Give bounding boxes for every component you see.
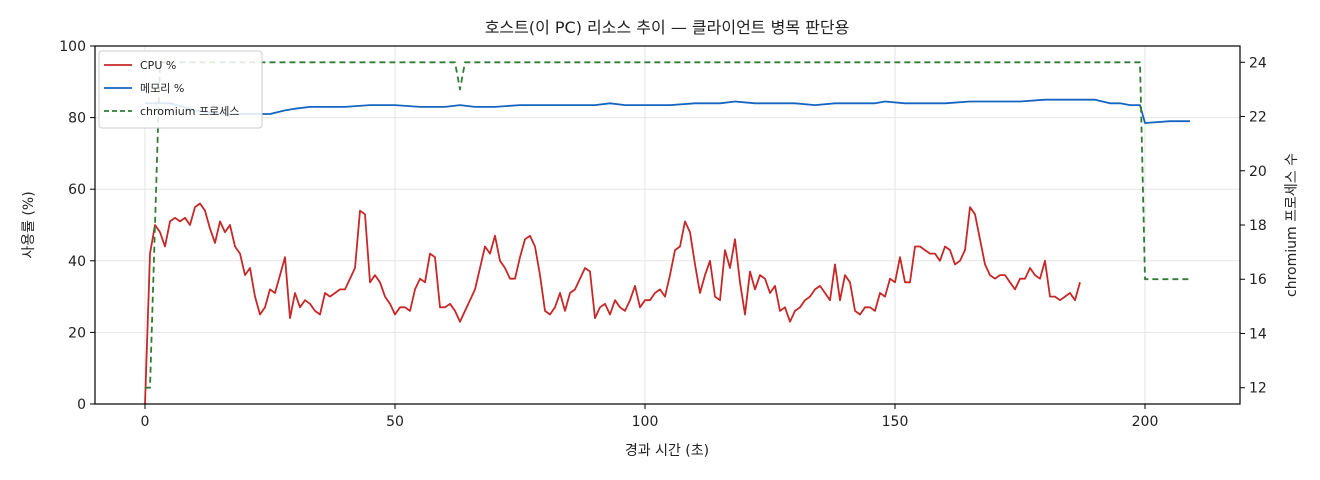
series-layer	[144, 61, 1190, 405]
y-tick-label: 0	[77, 397, 86, 413]
legend-label: 메모리 %	[140, 82, 184, 95]
y-tick-label: 40	[68, 254, 86, 270]
y2-tick-label: 20	[1249, 164, 1267, 180]
x-tick-label: 0	[141, 414, 150, 430]
y2-tick-label: 12	[1249, 381, 1267, 397]
x-tick-label: 50	[386, 414, 404, 430]
chart-title: 호스트(이 PC) 리소스 추이 — 클라이언트 병목 판단용	[485, 18, 850, 37]
x-axis: 0 50 100 150 200	[141, 404, 1159, 430]
y-axis-label: 사용률 (%)	[21, 191, 37, 258]
x-tick-label: 100	[632, 414, 659, 430]
y-tick-label: 20	[68, 325, 86, 341]
y-tick-label: 80	[68, 111, 86, 127]
y-axis-right: 12 14 16 18 20 22 24	[1240, 55, 1267, 397]
legend: CPU % 메모리 % chromium 프로세스	[98, 50, 263, 129]
y2-tick-label: 22	[1249, 110, 1267, 126]
y-tick-label: 100	[59, 39, 86, 55]
series-0-line	[144, 202, 1081, 405]
y-axis-left: 0 20 40 60 80 100	[59, 39, 95, 413]
y-tick-label: 60	[68, 182, 86, 198]
x-tick-label: 200	[1132, 414, 1159, 430]
y2-tick-label: 18	[1249, 218, 1267, 234]
y2-tick-label: 16	[1249, 272, 1267, 288]
x-axis-label: 경과 시간 (초)	[625, 443, 709, 459]
legend-label: chromium 프로세스	[140, 105, 239, 118]
series-1-line	[145, 98, 1190, 124]
y2-axis-label: chromium 프로세스 수	[1284, 153, 1300, 297]
y2-tick-label: 14	[1249, 326, 1267, 342]
legend-label: CPU %	[140, 59, 176, 72]
series-2-line	[145, 61, 1190, 389]
legend-box	[98, 50, 263, 129]
x-tick-label: 150	[882, 414, 909, 430]
y2-tick-label: 24	[1249, 55, 1267, 71]
